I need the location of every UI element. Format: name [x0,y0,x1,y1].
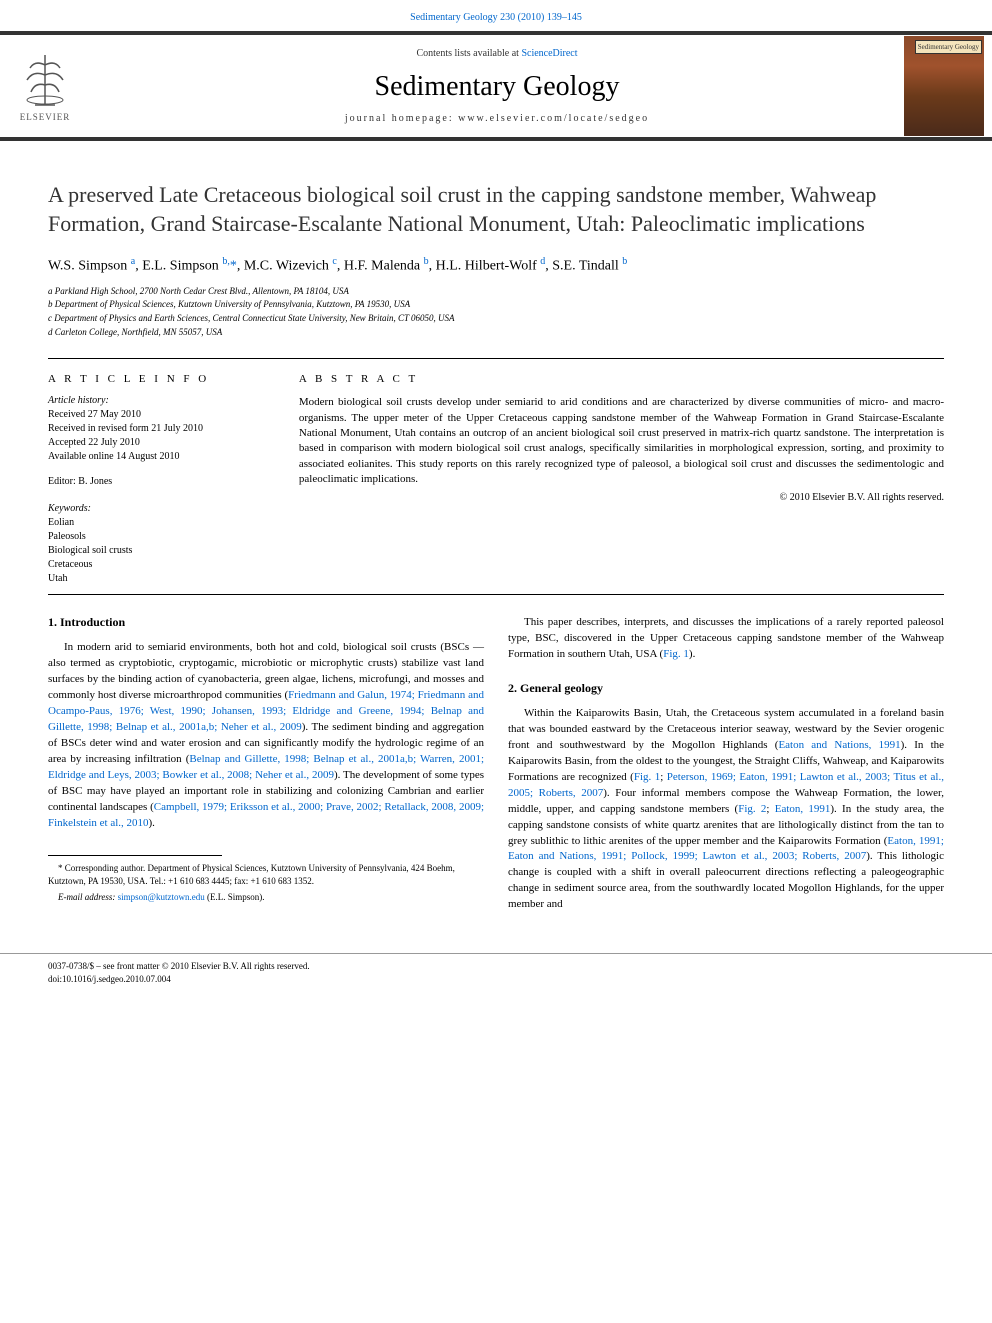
section-geology-heading: 2. General geology [508,681,944,696]
keyword-1: Paleosols [48,530,279,544]
history-accepted: Accepted 22 July 2010 [48,436,279,450]
journal-reference-top: Sedimentary Geology 230 (2010) 139–145 [0,0,992,31]
header-center: Contents lists available at ScienceDirec… [90,40,904,132]
article-info-header: A R T I C L E I N F O [48,373,279,385]
abstract-copyright: © 2010 Elsevier B.V. All rights reserved… [299,492,944,503]
body-column-right: This paper describes, interprets, and di… [508,615,944,913]
intro-paragraph-2: This paper describes, interprets, and di… [508,615,944,663]
keyword-3: Cretaceous [48,558,279,572]
section-intro-heading: 1. Introduction [48,615,484,630]
elsevier-logo: ELSEVIER [0,36,90,136]
journal-cover-label: Sedimentary Geology [915,40,982,54]
article-info-column: A R T I C L E I N F O Article history: R… [48,373,299,586]
footer-line-1: 0037-0738/$ – see front matter © 2010 El… [48,960,944,973]
sciencedirect-link[interactable]: ScienceDirect [521,48,577,59]
affiliation-c: c Department of Physics and Earth Scienc… [48,312,944,325]
footer-bar: 0037-0738/$ – see front matter © 2010 El… [0,953,992,997]
info-abstract-row: A R T I C L E I N F O Article history: R… [48,358,944,586]
elsevier-tree-icon [15,50,75,110]
abstract-header: A B S T R A C T [299,373,944,385]
history-received: Received 27 May 2010 [48,408,279,422]
editor-line: Editor: B. Jones [48,476,279,487]
authors-line: W.S. Simpson a, E.L. Simpson b,*, M.C. W… [48,256,944,275]
affiliation-d: d Carleton College, Northfield, MN 55057… [48,326,944,339]
keyword-2: Biological soil crusts [48,544,279,558]
homepage-url: www.elsevier.com/locate/sedgeo [458,113,649,124]
body-columns: 1. Introduction In modern arid to semiar… [48,615,944,913]
journal-name: Sedimentary Geology [90,71,904,103]
affiliation-b: b Department of Physical Sciences, Kutzt… [48,298,944,311]
contents-prefix: Contents lists available at [416,48,521,59]
history-label: Article history: [48,395,279,406]
intro-paragraph-1: In modern arid to semiarid environments,… [48,640,484,831]
affiliation-a: a Parkland High School, 2700 North Cedar… [48,285,944,298]
body-column-left: 1. Introduction In modern arid to semiar… [48,615,484,913]
journal-header-bar: ELSEVIER Contents lists available at Sci… [0,31,992,141]
email-label: E-mail address: [58,892,118,902]
journal-cover-thumbnail: Sedimentary Geology [904,36,984,136]
abstract-column: A B S T R A C T Modern biological soil c… [299,373,944,586]
history-revised: Received in revised form 21 July 2010 [48,422,279,436]
keyword-4: Utah [48,572,279,586]
article-content: A preserved Late Cretaceous biological s… [0,141,992,933]
geology-paragraph-1: Within the Kaiparowits Basin, Utah, the … [508,706,944,913]
footer-line-2: doi:10.1016/j.sedgeo.2010.07.004 [48,973,944,986]
history-online: Available online 14 August 2010 [48,450,279,464]
email-suffix: (E.L. Simpson). [205,892,265,902]
keywords-label: Keywords: [48,503,279,514]
footnote-email: E-mail address: simpson@kutztown.edu (E.… [48,892,484,902]
article-title: A preserved Late Cretaceous biological s… [48,181,944,238]
divider [48,594,944,595]
elsevier-label: ELSEVIER [20,112,71,122]
keyword-0: Eolian [48,516,279,530]
journal-homepage: journal homepage: www.elsevier.com/locat… [90,113,904,124]
email-link[interactable]: simpson@kutztown.edu [118,892,205,902]
abstract-text: Modern biological soil crusts develop un… [299,395,944,487]
footnote-divider [48,855,222,856]
homepage-prefix: journal homepage: [345,113,458,124]
contents-list-line: Contents lists available at ScienceDirec… [90,48,904,59]
affiliations: a Parkland High School, 2700 North Cedar… [48,285,944,338]
corresponding-author-footnote: * Corresponding author. Department of Ph… [48,862,484,887]
